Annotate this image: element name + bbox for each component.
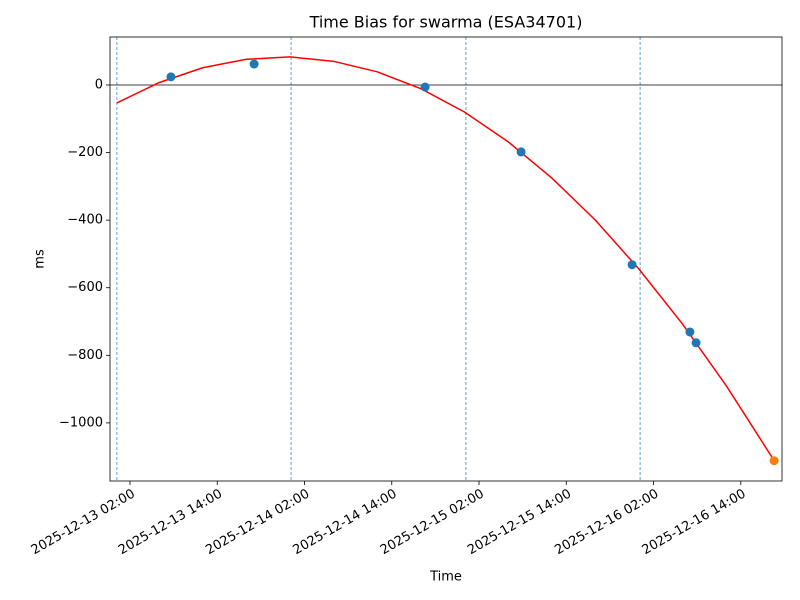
data-point xyxy=(166,72,176,82)
data-point xyxy=(249,59,259,69)
x-axis-label: Time xyxy=(429,570,462,585)
y-tick-label: −1000 xyxy=(59,415,103,430)
data-point xyxy=(627,260,637,270)
y-tick-label: −600 xyxy=(67,280,103,295)
chart-title: Time Bias for swarma (ESA34701) xyxy=(309,13,583,32)
y-tick-label: −400 xyxy=(67,213,103,228)
plot-frame xyxy=(109,36,783,482)
y-tick-label: 0 xyxy=(95,77,103,92)
y-tick-label: −800 xyxy=(67,348,103,363)
y-axis-label: ms xyxy=(33,249,48,269)
data-point xyxy=(420,82,430,92)
y-tick-label: −200 xyxy=(67,145,103,160)
data-point xyxy=(691,338,701,348)
data-point xyxy=(685,327,695,337)
data-point xyxy=(769,456,779,466)
fit-line xyxy=(116,56,775,462)
data-point xyxy=(516,147,526,157)
